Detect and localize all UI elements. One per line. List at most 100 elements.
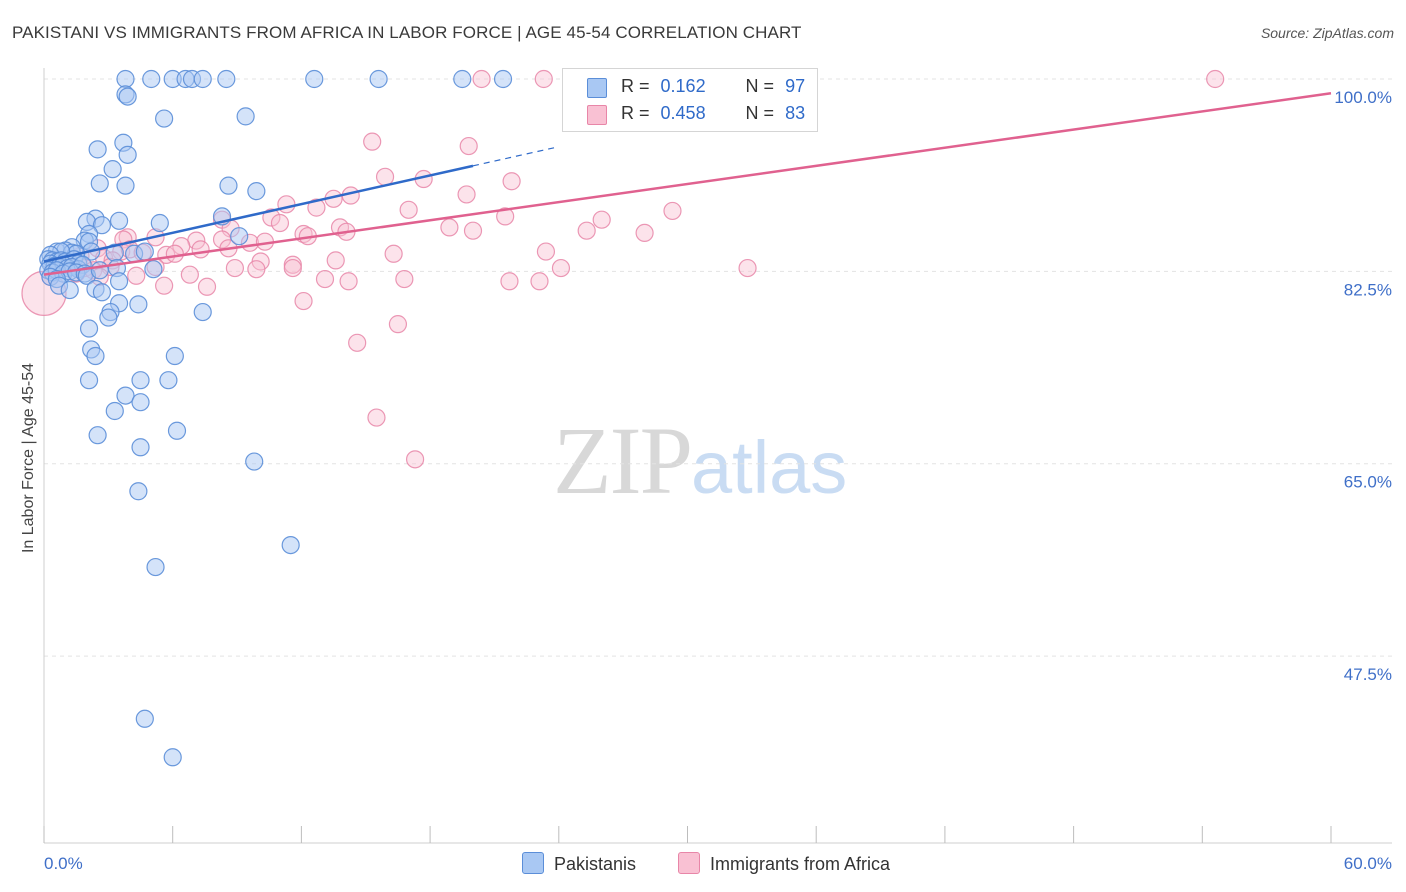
pakistanis-point [92, 283, 112, 302]
pakistanis-point [88, 140, 107, 159]
pakistanis-point [109, 272, 129, 291]
africa-point [536, 242, 556, 261]
pakistanis-r-value: 0.162 [660, 76, 706, 96]
axes [43, 68, 1392, 844]
africa-point [197, 277, 217, 296]
pakistanis-point [103, 160, 122, 179]
africa-legend-label: Immigrants from Africa [710, 854, 891, 874]
zipatlas-watermark: ZIPatlas [553, 405, 847, 516]
pakistanis-legend-swatch [522, 852, 544, 874]
pakistanis-point [131, 393, 150, 412]
africa-point [463, 221, 483, 240]
pakistanis-point [230, 227, 249, 246]
pakistanis-point [217, 69, 236, 89]
pakistanis-point [305, 69, 324, 89]
pakistanis-point [144, 260, 163, 279]
pakistanis-point [86, 346, 105, 366]
pakistanis-point [135, 242, 154, 261]
africa-point [496, 207, 515, 226]
watermark-atlas: atlas [691, 426, 848, 509]
pakistanis-point [90, 174, 109, 193]
pakistanis-point [90, 261, 109, 280]
pakistanis-point [219, 176, 238, 195]
africa-point [551, 258, 571, 278]
pakistanis-point [193, 302, 212, 322]
pakistanis-point [109, 211, 129, 230]
pakistanis-trend-line [43, 164, 474, 263]
africa-point [459, 136, 478, 156]
africa-point [348, 333, 367, 352]
africa-point [472, 69, 491, 89]
pakistanis-point [129, 295, 148, 314]
pakistanis-point [453, 69, 472, 89]
y-tick-label: 65.0% [1344, 473, 1392, 492]
africa-point [388, 315, 408, 334]
africa-point [363, 132, 382, 151]
africa-point [738, 258, 757, 278]
pakistanis-point [493, 69, 513, 89]
africa-n-value: 83 [785, 103, 806, 123]
pakistanis-point [167, 421, 187, 440]
pakistanis-stats: R = 0.162 N = 97 [621, 76, 805, 97]
pakistanis-point [369, 69, 388, 89]
africa-point [247, 260, 266, 279]
africa-point [315, 269, 335, 289]
source-credit: Source: ZipAtlas.com [1260, 25, 1394, 41]
trend-lines [43, 92, 1332, 276]
africa-point [384, 244, 403, 263]
africa-point [155, 276, 174, 295]
pakistanis-point [129, 482, 148, 501]
pakistanis-point [163, 748, 182, 767]
africa-point [440, 218, 459, 237]
x-tick-label: 0.0% [44, 854, 83, 873]
africa-point [277, 195, 296, 214]
grid-lines [44, 78, 1392, 657]
pakistanis-point [150, 213, 169, 233]
y-tick-label: 82.5% [1344, 280, 1392, 299]
pakistanis-point [247, 182, 266, 201]
pakistanis-point [245, 452, 264, 471]
africa-point [367, 408, 386, 427]
r-label: R = [621, 76, 650, 96]
africa-point [502, 172, 521, 191]
pakistanis-point [142, 69, 161, 89]
africa-point [534, 69, 553, 89]
africa-trend-line [43, 92, 1332, 276]
pakistanis-point [131, 371, 150, 390]
africa-point [339, 272, 358, 291]
africa-point [592, 210, 611, 229]
bottom-legend-pakistanis: Pakistanis [522, 852, 636, 875]
africa-point [663, 201, 682, 221]
pakistanis-point [88, 426, 107, 445]
pakistanis-point [116, 176, 135, 195]
pakistanis-point [131, 438, 150, 457]
pakistanis-point [99, 308, 118, 327]
y-tick-label: 47.5% [1344, 665, 1392, 684]
n-label: N = [745, 103, 775, 123]
pakistanis-point [79, 319, 99, 338]
africa-point [191, 240, 210, 259]
pakistanis-point [116, 386, 135, 405]
pakistanis-point [116, 69, 135, 89]
africa-point [577, 221, 596, 240]
pakistanis-point [155, 109, 174, 128]
pakistanis-point [92, 216, 112, 235]
x-tick-label: 60.0% [1344, 854, 1392, 873]
pakistanis-legend-label: Pakistanis [554, 854, 637, 874]
pakistanis-point [118, 87, 137, 106]
africa-point [395, 269, 414, 289]
pakistanis-point [159, 371, 178, 390]
africa-point [399, 200, 418, 219]
pakistanis-point [105, 401, 124, 421]
bottom-legend-africa: Immigrants from Africa [678, 852, 890, 875]
africa-point [457, 185, 476, 204]
pakistanis-point [60, 280, 79, 300]
africa-legend-swatch [678, 852, 700, 874]
africa-point [530, 272, 549, 291]
pakistanis-point [146, 557, 165, 577]
pakistanis-swatch [587, 78, 607, 98]
pakistanis-points [39, 69, 513, 767]
africa-point [375, 167, 395, 186]
africa-point [307, 198, 326, 217]
